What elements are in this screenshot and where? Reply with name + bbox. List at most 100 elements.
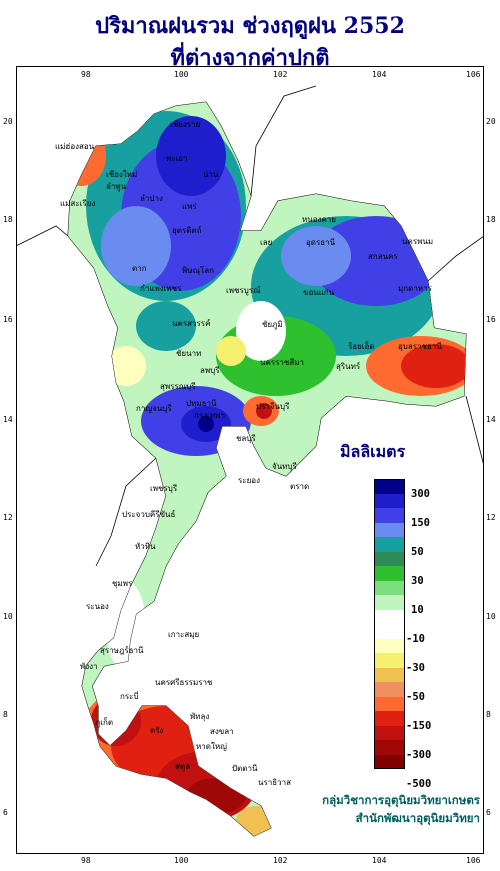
place-label: พิษณุโลก (182, 266, 215, 275)
legend-swatch (374, 595, 405, 610)
place-label: หนองคาย (302, 215, 336, 224)
place-label: ชลบุรี (236, 434, 256, 443)
lat-tick-right: 6 (486, 808, 491, 817)
place-label: น่าน (203, 170, 219, 179)
lon-tick-top: 100 (174, 70, 189, 79)
place-label: ปทุมธานี (186, 399, 217, 408)
place-label: สุราษฎร์ธานี (100, 646, 144, 655)
legend-label: 300 (411, 487, 430, 500)
legend-swatch (374, 667, 405, 682)
legend-swatch (374, 711, 405, 726)
legend-swatch (374, 566, 405, 581)
map-title-line1: ปริมาณฝนรวม ช่วงฤดูฝน 2552 (95, 13, 405, 39)
lat-tick-right: 16 (486, 315, 496, 324)
legend-label: -10 (406, 632, 425, 645)
place-label: สุพรรณบุรี (160, 382, 196, 391)
lat-tick-left: 10 (3, 612, 13, 621)
place-label: กาญจนบุรี (136, 404, 172, 413)
legend-label: -300 (406, 748, 432, 761)
legend-label: -500 (406, 777, 432, 790)
place-label: สกลนคร (368, 252, 398, 261)
place-label: ร้อยเอ็ด (348, 342, 375, 351)
lon-tick-top: 106 (466, 70, 481, 79)
place-label: ตราด (290, 482, 310, 491)
place-label: เกาะสมุย (168, 630, 200, 639)
place-label: เพชรบุรี (150, 484, 178, 493)
lat-tick-left: 6 (3, 808, 8, 817)
lon-tick-bottom: 102 (273, 856, 288, 865)
place-label: แพร่ (182, 202, 197, 211)
place-label: นราธิวาส (258, 778, 292, 787)
legend-label: 50 (411, 545, 424, 558)
legend-swatch (374, 508, 405, 523)
place-label: พะเยา (166, 154, 188, 163)
legend-swatch (374, 551, 405, 566)
place-label: ตาก (132, 264, 147, 273)
lon-tick-bottom: 100 (174, 856, 189, 865)
legend-swatch (374, 522, 405, 537)
place-label: ระนอง (86, 602, 109, 611)
place-label: ระยอง (238, 476, 260, 485)
place-label: เชียงใหม่ (106, 170, 138, 179)
lat-tick-left: 14 (3, 415, 13, 424)
legend-title: มิลลิเมตร (340, 442, 406, 461)
place-label: พังงา (80, 662, 98, 671)
place-label: อุดรธานี (306, 238, 336, 247)
place-label: เพชรบูรณ์ (226, 286, 261, 295)
place-label: ชัยภูมิ (262, 320, 283, 329)
legend-label: -50 (406, 690, 425, 703)
legend-swatch (374, 653, 405, 668)
credit-line1: กลุ่มวิชาการอุตุนิยมวิทยาเกษตร (322, 793, 480, 807)
legend-swatch (374, 638, 405, 653)
lat-tick-right: 18 (486, 215, 496, 224)
place-label: พัทลุง (190, 712, 210, 721)
lat-tick-right: 20 (486, 117, 496, 126)
place-label: กรุงเทพฯ (194, 411, 225, 420)
legend-swatch (374, 493, 405, 508)
place-label: เชียงราย (170, 120, 201, 129)
legend-swatch (374, 580, 405, 595)
legend-label: 30 (411, 574, 424, 587)
legend-label: -30 (406, 661, 425, 674)
place-label: นครราชสีมา (260, 358, 304, 367)
legend-label: 150 (411, 516, 430, 529)
lat-tick-right: 14 (486, 415, 496, 424)
lat-tick-right: 12 (486, 513, 496, 522)
legend-swatch (374, 682, 405, 697)
place-label: สงขลา (210, 727, 234, 736)
lon-tick-bottom: 106 (466, 856, 481, 865)
place-label: ประจวบคีรีขันธ์ (122, 510, 176, 519)
place-label: ตรัง (150, 726, 164, 735)
place-label: จันทบุรี (272, 462, 297, 471)
lat-tick-right: 10 (486, 612, 496, 621)
place-label: กำแพงเพชร (140, 284, 182, 293)
legend-swatch (374, 609, 405, 624)
lat-tick-left: 8 (3, 710, 8, 719)
legend-label: -150 (406, 719, 432, 732)
place-label: ชัยนาท (176, 349, 202, 358)
legend-swatch (374, 696, 405, 711)
place-label: นครสวรรค์ (172, 319, 211, 328)
lat-tick-left: 18 (3, 215, 13, 224)
place-label: ปราจีนบุรี (256, 402, 290, 411)
place-label: ชุมพร (112, 579, 133, 588)
lon-tick-top: 104 (372, 70, 387, 79)
place-label: หัวหิน (135, 542, 156, 551)
lon-tick-top: 98 (81, 70, 91, 79)
legend-swatch (374, 537, 405, 552)
place-label: นครศรีธรรมราช (155, 678, 213, 687)
lat-tick-right: 8 (486, 710, 491, 719)
lon-tick-bottom: 104 (372, 856, 387, 865)
place-label: ลำปาง (140, 194, 163, 203)
place-label: เลย (260, 238, 273, 247)
place-label: นครพนม (402, 237, 434, 246)
lon-tick-top: 102 (273, 70, 288, 79)
legend-swatch (374, 624, 405, 639)
lat-tick-left: 20 (3, 117, 13, 126)
place-label: แม่ฮ่องสอน (55, 142, 95, 151)
place-label: ลำพูน (106, 182, 127, 191)
place-label: สตูล (175, 762, 190, 771)
place-label: หาดใหญ่ (196, 742, 227, 751)
place-label: ลพบุรี (200, 366, 220, 375)
place-label: แม่สะเรียง (60, 199, 96, 208)
